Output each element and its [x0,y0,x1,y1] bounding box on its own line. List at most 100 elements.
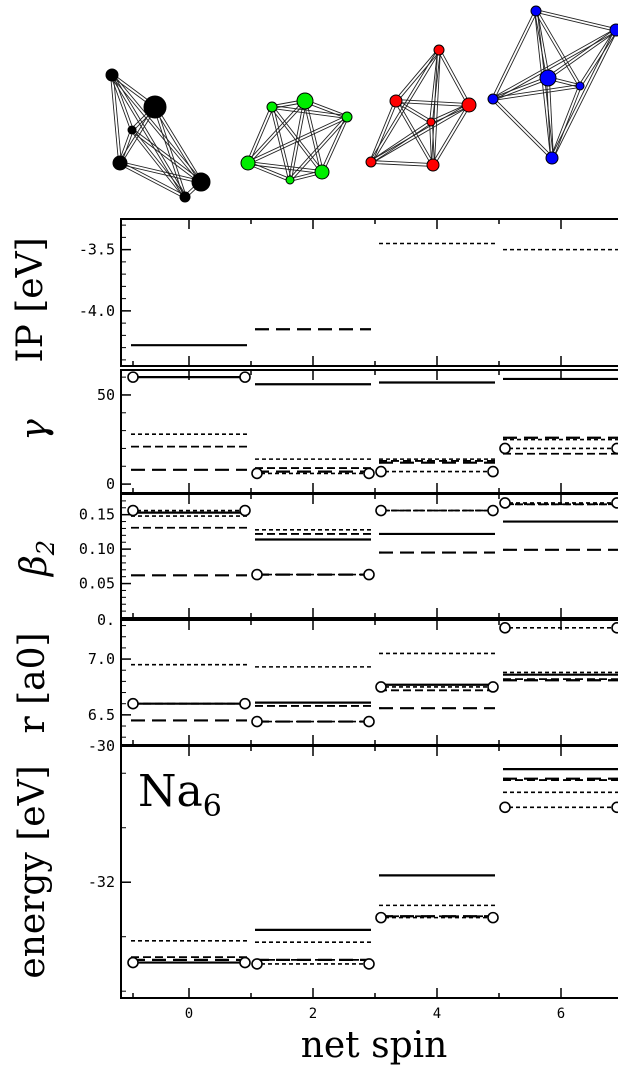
bond-edge [552,30,618,159]
bond-edge [536,10,582,86]
y-tick-label: 50 [97,386,115,404]
bond-edge [396,50,441,103]
panel-beta2: 0.15 0.10 0.05 0. [79,493,618,629]
r-ylabel: r [a0] [12,632,53,733]
bond-edge [370,103,469,162]
bond-edge [112,74,187,197]
bond-edge [272,105,348,117]
atom [296,92,314,110]
bond-edge [271,107,347,119]
bond-edge [580,30,618,88]
bond-edge [119,163,185,199]
bond-edge [546,78,552,159]
beta-subscript: 2 [32,540,60,556]
y-tick-label: 0. [97,611,115,629]
y-tick-label: -30 [88,737,115,755]
bond-edge [288,115,347,180]
atom [285,175,295,185]
level-marker [375,911,387,924]
atom [426,117,436,127]
level-marker [127,371,139,383]
cluster-structure-spin-6 [487,5,618,165]
bond-edge [110,75,120,164]
level-marker [611,442,618,455]
y-tick-label: 7.0 [88,650,115,668]
bond-edge [272,106,292,180]
level-marker [239,697,251,710]
bond-edge [248,107,274,164]
bond-edge [112,73,203,182]
y-tick-label: 0.05 [79,575,115,593]
level-marker [239,956,251,969]
cluster-structures [105,5,618,203]
y-tick-label: -3.5 [79,241,115,259]
bond-edge [396,99,432,122]
bond-edge [437,50,469,106]
bond-edge [431,121,435,165]
bond-edge [535,11,616,32]
gamma-ylabel: γ [14,419,55,441]
beta2-ylabel: β2 [14,540,60,578]
bond-edge [396,100,435,165]
level-marker [487,504,499,517]
panel-r: 7.0 6.5 [88,619,618,746]
x-tick-label: 4 [433,1006,441,1022]
bond-edge [270,107,290,181]
bond-edge [112,74,122,163]
atom [609,23,618,37]
bond-edge [534,11,580,87]
bond-edge [247,115,347,163]
level-marker [363,467,375,480]
bond-edge [493,30,617,101]
level-marker [251,467,263,480]
bond-edge [322,117,349,173]
level-marker [251,958,263,970]
bond-edge [246,99,305,163]
bond-edge [536,9,617,30]
bond-edge [155,106,203,182]
atom [487,93,499,105]
bond-edge [550,85,580,158]
atom [314,164,330,180]
bond-edge [305,100,324,172]
bond-edge [491,10,536,99]
bond-edge [492,84,580,99]
atom [143,95,167,119]
bond-edge [155,106,187,197]
level-marker [487,681,499,693]
bond-edge [491,99,552,160]
bond-edge [394,48,439,101]
cluster-structure-spin-0 [105,68,211,203]
level-marker [239,371,251,383]
bond-edge [370,162,433,167]
level-marker [499,497,511,509]
bond-edge [550,29,616,158]
bond-edge [248,101,307,165]
atom [266,101,278,113]
panel-gamma: 50 0 [97,369,618,494]
y-tick-label: 0.10 [79,540,115,558]
y-tick-label: 6.5 [88,706,115,724]
bond-edge [548,77,554,158]
cluster-structure-spin-2 [240,92,353,185]
bond-edge [493,11,538,100]
level-marker [375,465,387,478]
x-tick-label: 0 [185,1006,193,1022]
level-marker [499,622,511,634]
level-marker [499,801,511,814]
level-marker [363,715,375,728]
atom [105,68,119,82]
atom [191,172,211,192]
atom [575,81,585,91]
bond-edge [130,130,185,199]
bond-edge [119,163,201,184]
atom [530,5,542,17]
annotation-main: Na [138,766,203,817]
atom [341,111,353,123]
x-axis-label: net spin [301,1025,448,1066]
bond-edge [431,104,469,165]
panel-energy: -30 -32 [88,737,618,999]
bond-edge [153,107,185,198]
y-tick-label: -32 [88,873,115,891]
